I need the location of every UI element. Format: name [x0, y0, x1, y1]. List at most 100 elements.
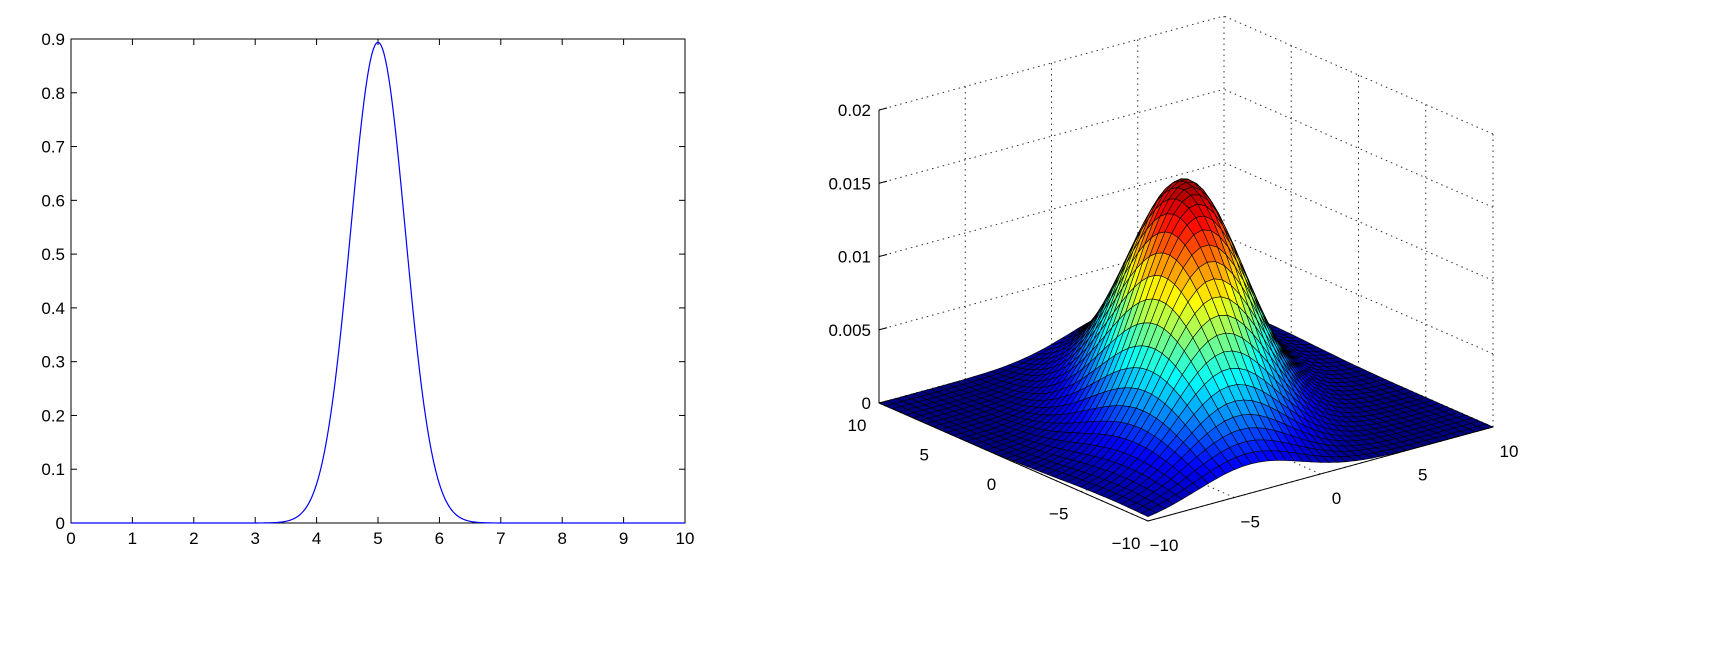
surface-patch: [1178, 404, 1195, 426]
surface-patch: [1311, 428, 1329, 440]
surface-patch: [943, 391, 961, 398]
surface-patch: [1169, 237, 1186, 261]
surface-patch: [1095, 297, 1112, 330]
surface-patch: [1396, 430, 1414, 437]
surface-patch: [1272, 332, 1288, 354]
surface-patch: [967, 433, 985, 440]
surface-patch: [1283, 349, 1300, 371]
surface-patch: [1409, 437, 1427, 444]
surface-patch: [1117, 478, 1135, 489]
surface-patch: [1177, 186, 1195, 198]
surface-patch: [1069, 432, 1087, 444]
surface-patch: [1065, 451, 1083, 461]
surface-patch: [1203, 297, 1220, 320]
surface-patch: [919, 393, 937, 400]
surface-patch: [1228, 300, 1245, 316]
surface-patch: [1297, 361, 1314, 372]
surface-patch: [1024, 353, 1043, 360]
surface-patch: [1062, 432, 1080, 443]
surface-patch: [1148, 193, 1165, 219]
surface-patch: [1341, 425, 1359, 432]
surface-patch: [1246, 279, 1262, 312]
surface-patch: [1073, 479, 1091, 488]
surface-patch: [1345, 416, 1363, 423]
surface-patch: [1113, 496, 1131, 505]
surface-patch: [1181, 360, 1199, 385]
surface-patch: [1083, 342, 1099, 369]
surface-patch: [1116, 305, 1133, 339]
surface-patch: [1385, 438, 1403, 445]
surface-patch: [1144, 491, 1161, 502]
z-tick-label: 0.005: [828, 321, 871, 340]
surface-patch: [1318, 414, 1335, 426]
surface-patch: [1235, 304, 1252, 321]
surface-patch: [1098, 420, 1115, 436]
surface-patch: [1391, 422, 1409, 429]
surface-patch: [1410, 412, 1428, 419]
x-tick-label: 9: [619, 529, 628, 548]
surface-patch: [1073, 322, 1090, 336]
surface-patch: [1148, 289, 1166, 297]
x-tick-label: 5: [373, 529, 382, 548]
surface-patch: [1066, 477, 1084, 485]
surface-patch: [1296, 352, 1313, 360]
surface-patch: [1192, 186, 1209, 201]
surface-patch: [1221, 279, 1239, 307]
surface-patch: [1362, 414, 1380, 421]
surface-patch: [1090, 467, 1108, 478]
surface-patch: [1129, 494, 1146, 504]
surface-patch: [1381, 448, 1400, 455]
surface-patch: [1157, 460, 1174, 475]
surface-patch: [935, 413, 953, 420]
surface-patch: [1037, 422, 1055, 431]
surface-patch: [1179, 290, 1197, 298]
surface-patch: [898, 409, 916, 416]
surface-patch: [1055, 351, 1072, 367]
surface-patch: [1093, 308, 1110, 340]
surface-patch: [1206, 286, 1224, 300]
surface-patch: [1033, 385, 1051, 394]
surface-patch: [1314, 383, 1330, 394]
surface-patch: [1203, 189, 1219, 214]
surface-patch: [1196, 281, 1213, 305]
surface-patch: [1098, 287, 1115, 312]
surface-patch: [1235, 453, 1252, 467]
surface-patch: [1149, 504, 1166, 514]
surface-patch: [1201, 229, 1219, 248]
surface-patch: [954, 403, 972, 410]
surface-patch: [1292, 360, 1309, 378]
surface-patch: [925, 420, 943, 427]
surface-patch: [1412, 407, 1430, 414]
surface-patch: [1023, 399, 1041, 407]
surface-patch: [1359, 401, 1377, 407]
y-tick-label: 0.3: [41, 353, 65, 372]
surface-patch: [1230, 429, 1248, 445]
surface-patch: [1127, 261, 1144, 295]
surface-patch: [1183, 186, 1201, 196]
surface-patch: [1229, 367, 1247, 386]
surface-patch: [1056, 337, 1072, 348]
surface-patch: [942, 416, 960, 423]
surface-patch: [1103, 435, 1120, 449]
surface-patch: [1102, 387, 1119, 408]
surface-patch: [1277, 342, 1294, 356]
surface-patch: [1179, 463, 1196, 478]
surface-patch: [972, 441, 990, 448]
surface-patch: [1223, 350, 1240, 369]
surface-patch: [1351, 444, 1369, 451]
surface-mesh: [878, 178, 1494, 518]
surface-patch: [1013, 431, 1031, 439]
surface-patch: [1320, 390, 1337, 400]
surface-patch: [969, 384, 987, 391]
surface-patch: [985, 446, 1003, 454]
surface-patch: [1219, 288, 1236, 305]
surface-patch: [1190, 302, 1207, 308]
surface-patch: [1320, 358, 1338, 364]
surface-patch: [1068, 398, 1086, 414]
surface-patch: [1156, 303, 1174, 330]
surface-patch: [1257, 301, 1274, 334]
surface-patch: [1283, 388, 1300, 410]
surface-patch: [1313, 371, 1329, 379]
surface-patch: [1273, 387, 1290, 410]
